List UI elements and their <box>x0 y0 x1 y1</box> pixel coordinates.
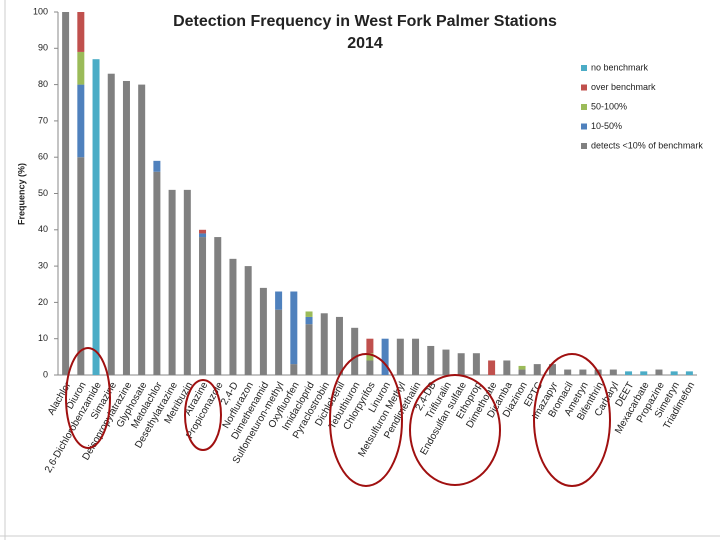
bar-segment <box>351 327 359 375</box>
bar-segment <box>472 353 480 375</box>
bar-segment <box>518 369 526 375</box>
bar-segment <box>305 324 313 375</box>
legend-label: over benchmark <box>591 82 656 92</box>
bar-segment <box>381 338 389 375</box>
bar-segment <box>77 51 85 85</box>
legend-swatch <box>581 84 587 91</box>
bar-segment <box>548 364 556 375</box>
bar-segment <box>640 371 648 375</box>
bar-segment <box>427 345 435 375</box>
y-tick-label: 20 <box>38 297 48 307</box>
bar-segment <box>625 371 633 375</box>
bar-segment <box>305 311 313 317</box>
bar-segment <box>199 229 207 234</box>
legend-swatch <box>581 104 587 110</box>
bar-segment <box>153 171 161 375</box>
bar-segment <box>396 338 404 375</box>
chart-title: Detection Frequency in West Fork Palmer … <box>173 13 557 30</box>
y-tick-label: 90 <box>38 43 48 53</box>
bar-segment <box>122 80 130 375</box>
bar-segment <box>290 364 298 375</box>
bar-segment <box>366 353 374 361</box>
bar-segment <box>229 258 237 375</box>
y-tick-label: 50 <box>38 188 48 198</box>
legend-label: 50-100% <box>591 101 627 111</box>
bar-segment <box>442 349 450 375</box>
legend-label: detects <10% of benchmark <box>591 140 703 150</box>
bar-segment <box>275 309 283 375</box>
bar-segment <box>168 189 176 375</box>
y-tick-label: 30 <box>38 260 48 270</box>
y-tick-label: 60 <box>38 152 48 162</box>
bar-segment <box>290 291 298 365</box>
bar-segment <box>138 84 146 375</box>
bar-segment <box>214 237 222 375</box>
legend-swatch <box>581 65 587 71</box>
bar-segment <box>199 233 207 238</box>
bar-segment <box>77 157 85 375</box>
bar-segment <box>183 189 191 375</box>
bar-segment <box>609 369 617 375</box>
bar-segment <box>259 287 267 375</box>
circle <box>184 379 222 451</box>
chart-subtitle: 2014 <box>347 35 383 52</box>
annotation-circles <box>65 347 611 487</box>
bar-segment <box>92 59 100 375</box>
circle <box>409 374 501 486</box>
bar-segment <box>503 360 511 375</box>
y-tick-label: 80 <box>38 79 48 89</box>
bar-segment <box>77 84 85 158</box>
circle <box>533 353 611 487</box>
legend-label: 10-50% <box>591 121 622 131</box>
bar-segment <box>685 371 693 375</box>
bar-segment <box>412 338 420 375</box>
circle <box>329 353 403 487</box>
y-tick-label: 10 <box>38 333 48 343</box>
bar-segment <box>518 365 526 370</box>
bar-segment <box>457 353 465 375</box>
bar-segment <box>366 338 374 354</box>
legend-swatch <box>581 123 587 130</box>
y-axis-title: Frequency (%) <box>16 163 26 225</box>
legend-swatch <box>581 143 587 149</box>
bar-segment <box>366 360 374 375</box>
bar-segment <box>275 291 283 310</box>
y-tick-label: 40 <box>38 224 48 234</box>
bar-segment <box>77 12 85 52</box>
bar-segment <box>655 369 663 375</box>
bar-segment <box>670 371 678 375</box>
bar-segment <box>320 313 328 375</box>
bar-segment <box>153 160 161 172</box>
y-tick-label: 100 <box>33 6 48 16</box>
bar-segment <box>564 369 572 375</box>
y-tick-label: 70 <box>38 115 48 125</box>
bar-segment <box>335 316 343 375</box>
bar-segment <box>305 316 313 325</box>
bar-segment <box>533 364 541 375</box>
circle <box>65 347 111 449</box>
bar-segment <box>488 360 496 375</box>
bar-segment <box>62 12 70 375</box>
y-tick-label: 0 <box>43 369 48 379</box>
bar-segment <box>579 369 587 375</box>
bar-segment <box>199 237 207 375</box>
bar-segment <box>107 73 115 376</box>
legend-label: no benchmark <box>591 62 649 72</box>
bar-segment <box>244 266 252 375</box>
